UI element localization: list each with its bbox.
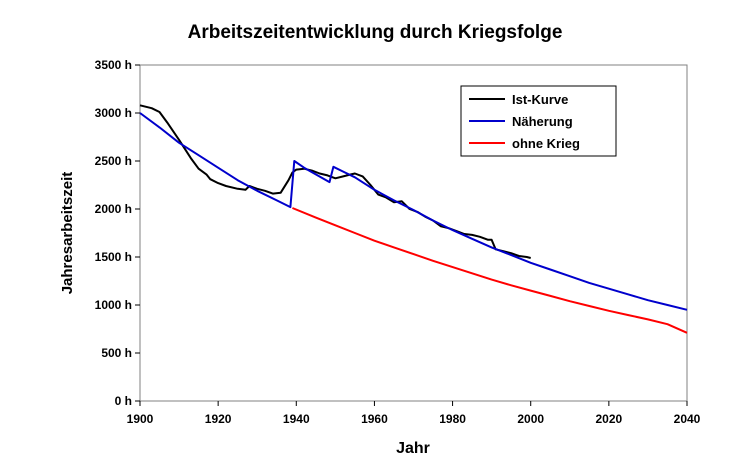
x-tick-label: 1920 [205,412,232,426]
legend-label: Ist-Kurve [512,92,568,107]
series-line-ohne-krieg [292,207,688,334]
x-tick-label: 2020 [596,412,623,426]
x-tick-label: 1980 [439,412,466,426]
legend-label: Näherung [512,114,573,129]
y-tick-label: 3500 h [95,58,132,72]
y-tick-label: 2500 h [95,154,132,168]
x-axis-ticks: 1900 1920 1940 1960 1980 2000 2020 2040 [127,401,701,426]
y-tick-label: 2000 h [95,202,132,216]
y-tick-label: 500 h [101,346,132,360]
y-tick-label: 1000 h [95,298,132,312]
x-tick-label: 2000 [517,412,544,426]
y-tick-label: 1500 h [95,250,132,264]
x-tick-label: 2040 [674,412,701,426]
series-line-ist-kurve [139,104,531,259]
y-axis-ticks: 0 h 500 h 1000 h 1500 h 2000 h 2500 h 3000 h 35… [95,58,140,408]
x-axis-label: Jahr [396,440,430,457]
series-line-n-herung [139,112,688,311]
legend: Ist-Kurve Näherung ohne Krieg [460,85,617,157]
x-tick-label: 1940 [283,412,310,426]
legend-label: ohne Krieg [512,136,580,151]
y-tick-label: 3000 h [95,106,132,120]
y-tick-label: 0 h [115,394,132,408]
y-axis-label: Jahresarbeitszeit [59,172,76,295]
series-group [139,104,688,334]
x-tick-label: 1900 [127,412,154,426]
chart-title: Arbeitszeitentwicklung durch Kriegsfolge [188,22,563,43]
x-tick-label: 1960 [361,412,388,426]
